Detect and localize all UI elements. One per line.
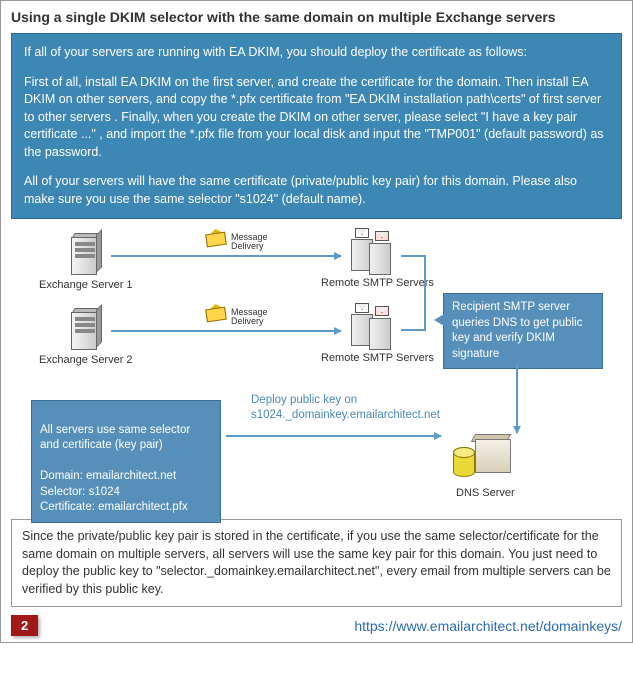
page-footer: 2 https://www.emailarchitect.net/domaink…: [11, 615, 622, 636]
dns-server-icon: [451, 435, 511, 485]
callout-dns-query-text: Recipient SMTP server queries DNS to get…: [452, 301, 582, 360]
arrow-ex2-to-remote: [111, 330, 341, 332]
deploy-public-key-label: Deploy public key on s1024._domainkey.em…: [251, 393, 440, 423]
exchange-server-2-icon: [71, 310, 109, 352]
connector-line: [424, 255, 426, 331]
remote-smtp-2-label: Remote SMTP Servers: [321, 352, 434, 364]
page-title: Using a single DKIM selector with the sa…: [11, 9, 622, 25]
envelope-icon: [206, 306, 228, 322]
footer-url: https://www.emailarchitect.net/domainkey…: [354, 618, 622, 634]
instruction-p1: If all of your servers are running with …: [24, 44, 609, 62]
remote-smtp-1-label: Remote SMTP Servers: [321, 277, 434, 289]
callout-dns-query: Recipient SMTP server queries DNS to get…: [443, 293, 603, 369]
arrow-ex1-to-remote: [111, 255, 341, 257]
instruction-box: If all of your servers are running with …: [11, 33, 622, 219]
page-container: Using a single DKIM selector with the sa…: [0, 0, 633, 643]
message-delivery-label-1: Message Delivery: [231, 233, 268, 251]
exchange-server-1-icon: [71, 235, 109, 277]
connector-line: [401, 329, 426, 331]
dns-server-label: DNS Server: [456, 487, 515, 499]
instruction-p2: First of all, install EA DKIM on the fir…: [24, 74, 609, 162]
page-number-badge: 2: [11, 615, 38, 636]
arrow-deploy-to-dns: [226, 435, 441, 437]
envelope-icon: [206, 231, 228, 247]
instruction-p3: All of your servers will have the same c…: [24, 173, 609, 208]
arrow-callout-to-dns: [516, 363, 518, 433]
callout-selector-cert: All servers use same selector and certif…: [31, 400, 221, 523]
connector-line: [401, 255, 426, 257]
message-delivery-label-2: Message Delivery: [231, 308, 268, 326]
exchange-server-1-label: Exchange Server 1: [39, 279, 133, 291]
callout-selector-cert-text: All servers use same selector and certif…: [40, 424, 190, 514]
footer-explanation: Since the private/public key pair is sto…: [11, 519, 622, 607]
remote-smtp-2-icon: [351, 308, 399, 350]
exchange-server-2-label: Exchange Server 2: [39, 354, 133, 366]
architecture-diagram: Exchange Server 1 Exchange Server 2 Mess…: [11, 225, 622, 515]
remote-smtp-1-icon: [351, 233, 399, 275]
